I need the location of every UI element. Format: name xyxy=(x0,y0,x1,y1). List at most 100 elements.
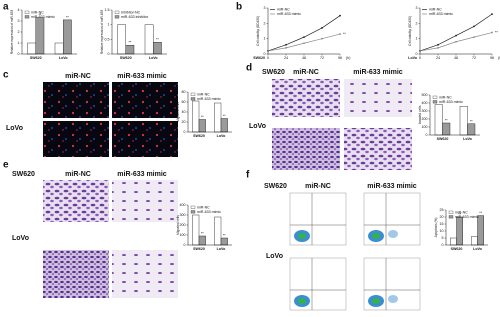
y-tick-label: 0 xyxy=(184,243,186,247)
column-label: miR-633 mimic xyxy=(353,69,403,76)
point xyxy=(285,46,287,49)
y-axis-label: Apoptosis (%) xyxy=(434,218,438,238)
bar xyxy=(125,45,135,55)
micrograph xyxy=(43,250,109,298)
y-tick-label: 1 xyxy=(18,41,20,45)
legend-label: miR-633 mimic xyxy=(197,210,221,214)
legend-label: miR-NC xyxy=(277,7,290,11)
y-tick-label: 20 xyxy=(182,120,186,124)
bar xyxy=(35,17,45,55)
micrograph xyxy=(112,121,178,157)
x-tick-label: 48 xyxy=(454,56,458,60)
point xyxy=(437,43,439,46)
panel-label: d xyxy=(246,63,252,74)
legend-label: miR-633 mimic xyxy=(455,215,479,219)
bar xyxy=(442,122,451,136)
bar xyxy=(467,123,476,136)
y-tick-label: 400 xyxy=(422,101,428,105)
y-tick-label: 0 xyxy=(416,52,418,56)
bar xyxy=(144,24,154,55)
flow-plot xyxy=(363,257,421,311)
row-label: SW620 xyxy=(262,69,285,76)
x-tick-label: 72 xyxy=(320,56,324,60)
legend-swatch xyxy=(114,15,120,19)
x-tick-label: 72 xyxy=(472,56,476,60)
point xyxy=(339,14,341,17)
y-tick-label: 2 xyxy=(416,21,418,25)
legend-swatch xyxy=(190,205,196,209)
y-tick-label: 0 xyxy=(18,52,20,56)
significance: ** xyxy=(156,38,159,42)
column-label: miR-633 mimic xyxy=(367,183,417,190)
y-axis-label: Migrated cells xyxy=(176,215,180,235)
panel-label: b xyxy=(236,2,242,13)
point xyxy=(437,46,439,49)
legend-label: miR-633 mimic xyxy=(439,100,463,104)
micrograph xyxy=(112,82,178,118)
y-tick-label: 1 xyxy=(416,37,418,41)
y-tick-label: 500 xyxy=(422,93,428,97)
y-tick-label: 3 xyxy=(18,19,20,23)
y-tick-label: 300 xyxy=(422,109,428,113)
legend-label: miR-NC xyxy=(197,205,210,209)
micrograph xyxy=(43,82,109,118)
point xyxy=(473,36,475,39)
micrograph xyxy=(112,250,178,298)
significance: ** xyxy=(223,114,226,118)
legend-label: miR-NC xyxy=(455,210,468,214)
bar xyxy=(459,105,468,136)
y-tick-label: 4 xyxy=(18,8,20,12)
bar xyxy=(477,215,485,246)
panel-label: a xyxy=(3,2,9,13)
x-tick-label: LoVo xyxy=(217,247,227,251)
column-label: miR-NC xyxy=(293,69,319,76)
significance: ** xyxy=(38,13,41,17)
y-axis-label: Cell viability (OD450) xyxy=(256,16,260,46)
x-tick-label: 0 xyxy=(267,56,269,60)
x-tick-label: LoVo xyxy=(149,56,159,60)
y-tick-label: 2 xyxy=(18,30,20,34)
bar xyxy=(153,42,162,55)
micrograph xyxy=(112,180,178,222)
legend-swatch xyxy=(114,10,120,14)
y-tick-label: 25 xyxy=(440,208,444,212)
bar xyxy=(456,216,464,246)
legend-swatch xyxy=(24,10,30,14)
point xyxy=(303,42,305,45)
significance: ** xyxy=(128,41,131,45)
bar xyxy=(214,102,222,133)
x-tick-label: 24 xyxy=(284,56,288,60)
x-tick-label: SW620 xyxy=(451,247,463,251)
bar xyxy=(214,216,222,246)
y-tick-label: 100 xyxy=(422,125,428,129)
significance: ** xyxy=(201,231,204,235)
column-label: miR-633 mimic xyxy=(117,171,167,178)
bar xyxy=(117,24,126,55)
y-axis-label: Cell viability (OD450) xyxy=(408,16,412,46)
y-tick-label: 400 xyxy=(180,203,186,207)
point xyxy=(455,40,457,43)
y-tick-label: 200 xyxy=(180,223,186,227)
row-label: SW620 xyxy=(264,183,287,190)
significance: ** xyxy=(470,119,473,123)
legend-label: miR-NC xyxy=(197,92,210,96)
panel-label: e xyxy=(3,160,9,171)
bar xyxy=(192,100,200,133)
legend-swatch xyxy=(190,92,196,96)
bar xyxy=(198,235,206,246)
column-label: miR-NC xyxy=(305,183,331,190)
point xyxy=(339,33,341,35)
flow-plot xyxy=(289,257,347,311)
y-tick-label: 0 xyxy=(184,130,186,134)
bar xyxy=(220,118,228,133)
y-tick-label: 300 xyxy=(180,213,186,217)
point xyxy=(285,43,287,46)
y-tick-label: 3 xyxy=(264,6,266,10)
y-axis-label: Relative expression of miR-633 xyxy=(10,10,14,55)
y-tick-label: 60 xyxy=(182,100,186,104)
legend-label: miR-633 mimic xyxy=(197,97,221,101)
row-label: SW620 xyxy=(12,171,35,178)
x-tick-label: SW620 xyxy=(193,134,205,138)
y-tick-label: 2 xyxy=(264,21,266,25)
significance: ** xyxy=(495,30,498,34)
